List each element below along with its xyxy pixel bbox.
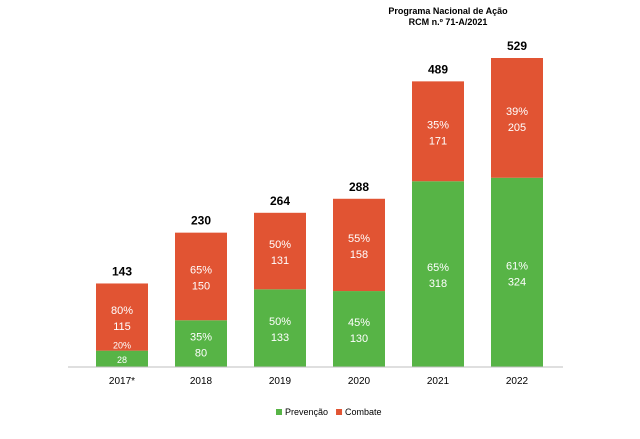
bar-combate-2017* xyxy=(96,283,148,351)
label-total: 230 xyxy=(191,214,211,228)
label-prevencao-percent: 20% xyxy=(113,341,131,351)
label-combate-percent: 39% xyxy=(506,106,528,118)
label-prevencao-percent: 50% xyxy=(269,316,291,328)
label-combate-value: 115 xyxy=(113,321,131,333)
x-tick-label: 2021 xyxy=(427,376,450,387)
legend: Prevenção Combate xyxy=(276,407,382,417)
label-total: 288 xyxy=(349,180,369,194)
legend-swatch-1 xyxy=(336,409,343,415)
label-combate-value: 205 xyxy=(508,122,526,134)
annotation-line: Programa Nacional de Ação xyxy=(388,6,508,16)
bar-combate-2018 xyxy=(175,232,227,321)
label-prevencao-value: 318 xyxy=(429,278,447,290)
label-prevencao-percent: 61% xyxy=(506,260,528,272)
label-combate-percent: 55% xyxy=(348,233,370,245)
label-combate-percent: 80% xyxy=(111,305,133,317)
label-combate-value: 171 xyxy=(429,135,447,147)
bar-prevencao-2018 xyxy=(175,320,227,367)
bars-group: 80% 115 20% 28 143 65% 150 35% 80 230 50% 131 50% 133… xyxy=(96,39,543,367)
label-prevencao-value: 133 xyxy=(271,332,289,344)
legend-label: Prevenção xyxy=(285,407,328,417)
bar-combate-2022 xyxy=(491,58,543,178)
label-combate-value: 131 xyxy=(271,255,289,267)
label-prevencao-percent: 45% xyxy=(348,317,370,329)
bar-combate-2019 xyxy=(254,212,306,290)
bar-prevencao-2019 xyxy=(254,289,306,367)
label-prevencao-value: 324 xyxy=(508,276,526,288)
annotation-line: RCM n.º 71-A/2021 xyxy=(409,17,488,27)
x-tick-label: 2017* xyxy=(109,376,135,387)
x-tick-label: 2020 xyxy=(348,376,371,387)
label-prevencao-value: 130 xyxy=(350,333,368,345)
label-total: 264 xyxy=(270,194,290,208)
bar-prevencao-2020 xyxy=(333,291,385,367)
bar-prevencao-2022 xyxy=(491,177,543,367)
bar-combate-2020 xyxy=(333,198,385,292)
label-prevencao-value: 80 xyxy=(195,348,207,360)
label-total: 489 xyxy=(428,62,448,76)
bar-prevencao-2021 xyxy=(412,181,464,367)
legend-swatch-0 xyxy=(276,409,282,415)
label-prevencao-percent: 65% xyxy=(427,262,449,274)
bar-prevencao-2017* xyxy=(96,350,148,367)
bar-combate-2021 xyxy=(412,81,464,182)
label-prevencao-percent: 35% xyxy=(190,332,212,344)
label-total: 529 xyxy=(507,39,527,53)
legend-label: Combate xyxy=(345,407,382,417)
x-tick-label: 2018 xyxy=(190,376,213,387)
x-tick-label: 2019 xyxy=(269,376,292,387)
label-combate-percent: 50% xyxy=(269,239,291,251)
label-combate-value: 158 xyxy=(350,249,368,261)
x-tick-label: 2022 xyxy=(506,376,529,387)
label-total: 143 xyxy=(112,264,132,278)
label-combate-percent: 35% xyxy=(427,119,449,131)
x-axis-ticks: 2017* 2018 2019 2020 2021 2022 xyxy=(109,376,529,387)
label-combate-percent: 65% xyxy=(190,264,212,276)
label-prevencao-value: 28 xyxy=(117,355,127,365)
label-combate-value: 150 xyxy=(192,280,210,292)
